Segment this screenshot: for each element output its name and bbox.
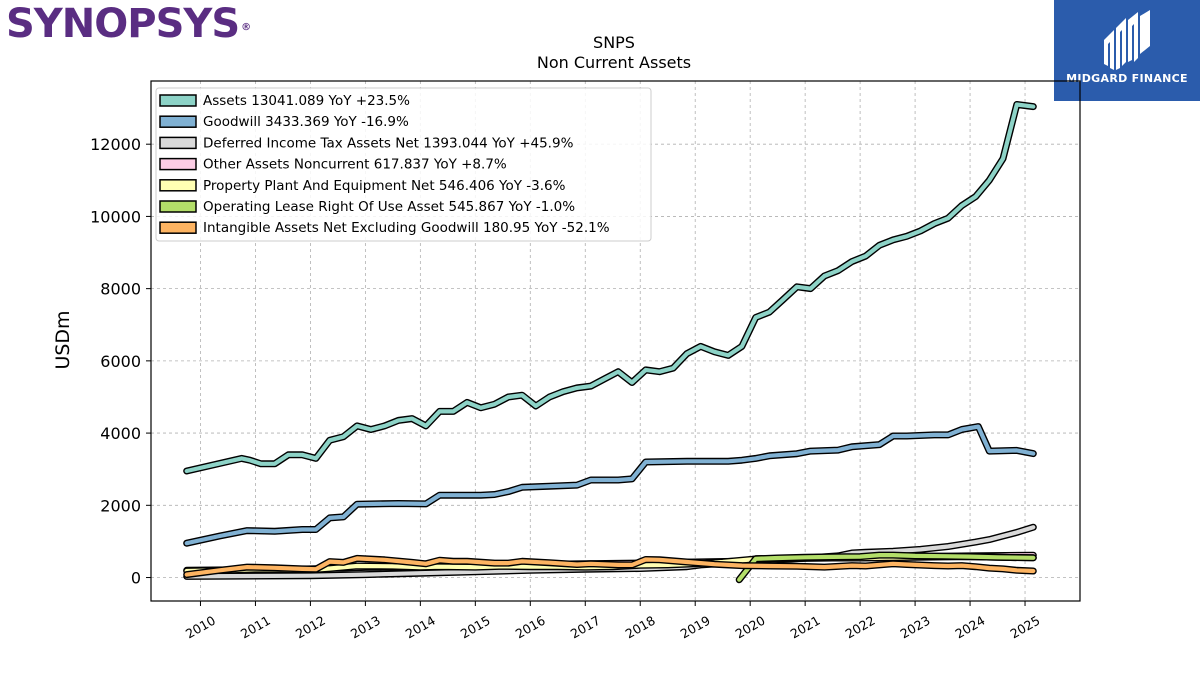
midgard-finance-logo: MIDGARD FINANCE — [1054, 0, 1200, 101]
legend-item: Other Assets Noncurrent 617.837 YoY +8.7… — [159, 157, 507, 173]
series-line — [184, 102, 1036, 474]
series-6 — [735, 551, 1037, 584]
legend-swatch — [159, 179, 197, 192]
series-line — [737, 553, 1036, 582]
legend-swatch — [159, 115, 197, 128]
y-tick-label: 2000 — [100, 496, 141, 515]
series-line — [184, 424, 1036, 546]
legend-swatch — [159, 136, 197, 150]
y-tick-label: 6000 — [100, 352, 141, 371]
legend-label: Operating Lease Right Of Use Asset 545.8… — [203, 199, 575, 215]
y-tick-label: 0 — [131, 569, 141, 588]
y-tick-label: 8000 — [100, 280, 141, 299]
legend-item: Intangible Assets Net Excluding Goodwill… — [159, 220, 610, 236]
x-tick-label: 2013 — [348, 613, 383, 642]
legend-swatch — [159, 157, 197, 171]
midgard-logo-icon — [1104, 10, 1150, 70]
y-tick-label: 12000 — [90, 135, 141, 154]
legend-item: Goodwill 3433.369 YoY -16.9% — [159, 114, 409, 130]
x-tick-label: 2021 — [788, 613, 823, 642]
legend-item: Deferred Income Tax Assets Net 1393.044 … — [159, 135, 574, 151]
series-1 — [183, 101, 1037, 475]
chart-title: SNPS — [593, 33, 635, 52]
legend-item: Property Plant And Equipment Net 546.406… — [159, 178, 566, 194]
midgard-logo-text: MIDGARD FINANCE — [1066, 72, 1188, 85]
legend: Assets 13041.089 YoY +23.5% Goodwill 3433… — [155, 87, 652, 242]
x-tick-label: 2017 — [568, 613, 603, 642]
x-tick-label: 2010 — [183, 613, 218, 642]
synopsys-logo: SYNOPSYS ® — [6, 1, 251, 47]
legend-label: Intangible Assets Net Excluding Goodwill… — [203, 220, 610, 236]
synopsys-logo-text: SYNOPSYS — [6, 1, 240, 47]
x-tick-label: 2014 — [403, 613, 438, 642]
x-tick-label: 2016 — [513, 613, 548, 642]
x-tick-label: 2019 — [678, 613, 713, 642]
legend-label: Property Plant And Equipment Net 546.406… — [203, 178, 566, 194]
legend-label: Assets 13041.089 YoY +23.5% — [203, 93, 410, 109]
x-tick-label: 2012 — [293, 613, 328, 642]
legend-label: Deferred Income Tax Assets Net 1393.044 … — [203, 135, 574, 151]
registered-mark: ® — [241, 22, 251, 33]
series-line — [184, 556, 1036, 577]
series-7 — [183, 554, 1037, 579]
legend-swatch — [159, 221, 197, 234]
x-tick-label: 2011 — [238, 613, 273, 642]
legend-item: Assets 13041.089 YoY +23.5% — [159, 93, 410, 109]
x-tick-label: 2023 — [898, 613, 933, 642]
y-axis-label: USDm — [52, 310, 74, 369]
legend-label: Other Assets Noncurrent 617.837 YoY +8.7… — [203, 157, 507, 173]
legend-label: Goodwill 3433.369 YoY -16.9% — [203, 114, 409, 130]
series-group — [183, 101, 1037, 584]
legend-swatch — [159, 94, 197, 107]
x-tick-label: 2015 — [458, 613, 493, 642]
y-tick-label: 4000 — [100, 424, 141, 443]
series-line-outline — [183, 423, 1037, 547]
x-tick-label: 2018 — [623, 613, 658, 642]
series-2 — [183, 423, 1037, 547]
x-tick-label: 2025 — [1007, 613, 1042, 642]
x-tick-label: 2024 — [953, 613, 988, 642]
chart-subtitle: Non Current Assets — [537, 53, 691, 72]
legend-item: Operating Lease Right Of Use Asset 545.8… — [159, 199, 575, 215]
plot-frame — [150, 80, 1081, 602]
y-tick-label: 10000 — [90, 207, 141, 226]
legend-box — [155, 87, 652, 242]
x-tick-label: 2020 — [733, 613, 768, 642]
x-tick-label: 2022 — [843, 613, 878, 642]
legend-swatch — [159, 200, 197, 213]
